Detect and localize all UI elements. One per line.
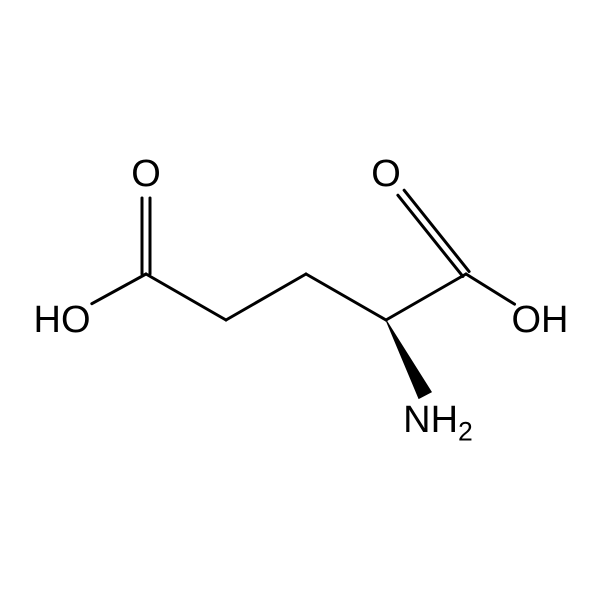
atom-O_dbl_right: O [371,155,401,193]
atom-NH2: NH2 [403,401,473,439]
atom-OH_right: OH [512,301,569,339]
atom-O_dbl_left: O [131,155,161,193]
atom-HO_left: HO [34,301,91,339]
molecule-canvas: O HO O OH NH2 [0,0,600,600]
